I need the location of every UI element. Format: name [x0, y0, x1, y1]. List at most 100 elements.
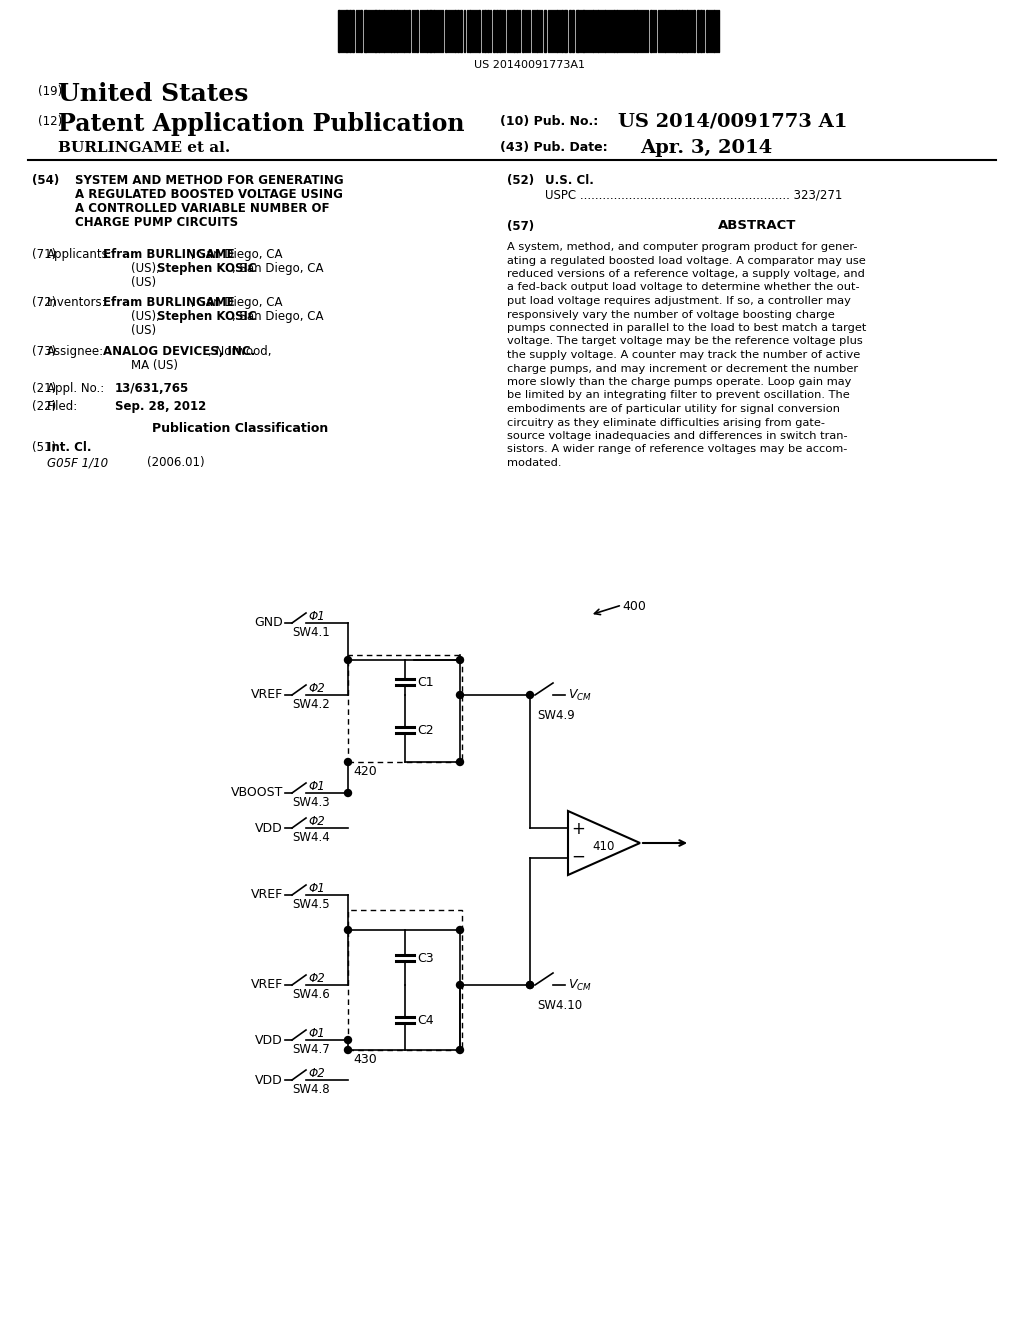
Circle shape	[457, 656, 464, 664]
Text: put load voltage requires adjustment. If so, a controller may: put load voltage requires adjustment. If…	[507, 296, 851, 306]
Text: SW4.8: SW4.8	[292, 1082, 330, 1096]
Text: (57): (57)	[507, 220, 535, 234]
Text: Patent Application Publication: Patent Application Publication	[58, 112, 465, 136]
Text: 430: 430	[353, 1053, 377, 1067]
Text: VREF: VREF	[251, 978, 283, 991]
Bar	[393, 11, 395, 51]
Text: (72): (72)	[32, 296, 56, 309]
Text: Stephen KOSIC: Stephen KOSIC	[157, 310, 257, 323]
Text: (US);: (US);	[131, 310, 164, 323]
Bar	[396, 11, 398, 51]
Bar	[544, 11, 546, 51]
Text: VDD: VDD	[255, 1073, 283, 1086]
Text: SW4.9: SW4.9	[537, 709, 574, 722]
Text: (43) Pub. Date:: (43) Pub. Date:	[500, 141, 607, 154]
Bar	[345, 11, 348, 51]
Circle shape	[457, 982, 464, 989]
Bar	[569, 11, 571, 51]
Bar	[383, 11, 385, 51]
Text: (10) Pub. No.:: (10) Pub. No.:	[500, 115, 598, 128]
Bar	[592, 11, 594, 51]
Text: Applicants:: Applicants:	[47, 248, 113, 261]
Text: ANALOG DEVICES, INC.: ANALOG DEVICES, INC.	[103, 345, 255, 358]
Bar	[496, 11, 498, 51]
Bar	[499, 11, 501, 51]
Text: (12): (12)	[38, 115, 62, 128]
Text: 400: 400	[622, 601, 646, 612]
Text: Filed:: Filed:	[47, 400, 78, 413]
Bar	[536, 11, 538, 51]
Text: Sep. 28, 2012: Sep. 28, 2012	[115, 400, 206, 413]
Text: , San Diego, CA: , San Diego, CA	[191, 248, 283, 261]
Text: a fed-back output load voltage to determine whether the out-: a fed-back output load voltage to determ…	[507, 282, 859, 293]
Text: (US): (US)	[131, 276, 156, 289]
Text: Φ1: Φ1	[308, 882, 325, 895]
Bar	[469, 11, 471, 51]
Text: Efram BURLINGAME: Efram BURLINGAME	[103, 296, 234, 309]
Bar	[575, 11, 579, 51]
Bar	[493, 11, 495, 51]
Text: Φ2: Φ2	[308, 972, 325, 985]
Bar	[564, 11, 567, 51]
Text: United States: United States	[58, 82, 249, 106]
Circle shape	[344, 927, 351, 933]
Text: SW4.5: SW4.5	[292, 898, 330, 911]
Bar	[416, 11, 418, 51]
Bar	[348, 909, 462, 1049]
Bar	[616, 11, 618, 51]
Text: (2006.01): (2006.01)	[147, 455, 205, 469]
Text: VBOOST: VBOOST	[230, 787, 283, 800]
Circle shape	[344, 656, 351, 664]
Text: BURLINGAME et al.: BURLINGAME et al.	[58, 141, 230, 154]
Bar	[433, 11, 435, 51]
Text: SW4.10: SW4.10	[537, 999, 582, 1012]
Bar	[664, 11, 666, 51]
Circle shape	[526, 982, 534, 989]
Bar	[403, 11, 406, 51]
Bar	[349, 11, 351, 51]
Text: ating a regulated boosted load voltage. A comparator may use: ating a regulated boosted load voltage. …	[507, 256, 865, 265]
Bar	[478, 11, 480, 51]
Text: , San Diego, CA: , San Diego, CA	[232, 261, 324, 275]
Text: Φ2: Φ2	[308, 814, 325, 828]
Text: SW4.7: SW4.7	[292, 1043, 330, 1056]
Text: VDD: VDD	[255, 1034, 283, 1047]
Bar	[460, 11, 462, 51]
Text: A CONTROLLED VARIABLE NUMBER OF: A CONTROLLED VARIABLE NUMBER OF	[75, 202, 330, 215]
Text: modated.: modated.	[507, 458, 561, 469]
Bar	[636, 11, 638, 51]
Text: Publication Classification: Publication Classification	[152, 422, 328, 436]
Circle shape	[344, 1047, 351, 1053]
Circle shape	[457, 759, 464, 766]
Bar	[513, 11, 515, 51]
Text: G05F 1/10: G05F 1/10	[47, 455, 109, 469]
Text: VDD: VDD	[255, 821, 283, 834]
Text: (73): (73)	[32, 345, 56, 358]
Text: SW4.4: SW4.4	[292, 832, 330, 843]
Text: SW4.2: SW4.2	[292, 698, 330, 711]
Text: US 20140091773A1: US 20140091773A1	[474, 59, 586, 70]
Text: US 2014/0091773 A1: US 2014/0091773 A1	[618, 112, 848, 129]
Text: SW4.3: SW4.3	[292, 796, 330, 809]
Text: 13/631,765: 13/631,765	[115, 381, 189, 395]
Bar	[484, 11, 486, 51]
Text: Efram BURLINGAME: Efram BURLINGAME	[103, 248, 234, 261]
Text: Φ2: Φ2	[308, 1067, 325, 1080]
Bar	[613, 11, 615, 51]
Text: voltage. The target voltage may be the reference voltage plus: voltage. The target voltage may be the r…	[507, 337, 863, 346]
Text: (21): (21)	[32, 381, 56, 395]
Bar	[454, 11, 456, 51]
Text: (22): (22)	[32, 400, 56, 413]
Text: circuitry as they eliminate difficulties arising from gate-: circuitry as they eliminate difficulties…	[507, 417, 825, 428]
Circle shape	[344, 759, 351, 766]
Bar	[572, 11, 574, 51]
Bar	[378, 11, 380, 51]
Text: sistors. A wider range of reference voltages may be accom-: sistors. A wider range of reference volt…	[507, 445, 848, 454]
Bar	[429, 11, 432, 51]
Text: Int. Cl.: Int. Cl.	[47, 441, 91, 454]
Text: U.S. Cl.: U.S. Cl.	[545, 174, 594, 187]
Text: charge pumps, and may increment or decrement the number: charge pumps, and may increment or decre…	[507, 363, 858, 374]
Text: (51): (51)	[32, 441, 56, 454]
Bar	[561, 11, 563, 51]
Text: −: −	[571, 847, 585, 866]
